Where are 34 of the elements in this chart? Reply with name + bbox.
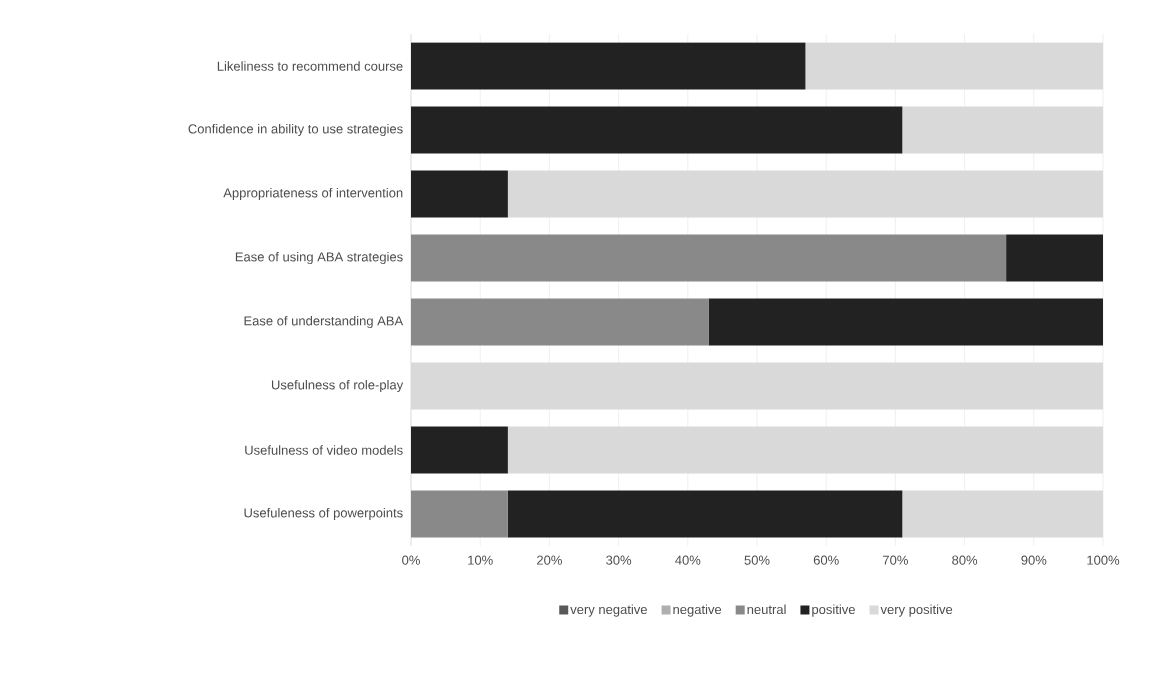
- y-tick-label: Ease of using ABA strategies: [235, 251, 403, 265]
- x-tick-label: 0%: [402, 555, 420, 565]
- bar: [507, 490, 903, 538]
- legend-label: neutral: [747, 604, 786, 615]
- bar: [411, 298, 709, 346]
- y-tick-label: Usefulness of role-play: [271, 379, 404, 393]
- y-tick-label: Appropriateness of intervention: [223, 187, 403, 201]
- bar: [411, 490, 508, 538]
- y-tick-label: Usefulness of video models: [245, 445, 403, 455]
- x-tick-label: 30%: [606, 555, 632, 565]
- bar: [411, 42, 806, 90]
- x-tick-label: 20%: [537, 555, 562, 565]
- x-tick-label: 70%: [883, 555, 908, 565]
- bar: [411, 170, 508, 218]
- bar: [411, 234, 1007, 282]
- bar: [708, 298, 1103, 346]
- legend-label: positive: [812, 604, 855, 617]
- x-tick-label: 50%: [744, 555, 770, 565]
- x-tick-label: 100%: [1087, 555, 1120, 565]
- y-tick-label: Ease of understanding ABA: [244, 315, 404, 329]
- y-tick-label: Likeliness to recommend course: [217, 61, 403, 71]
- bar: [411, 426, 508, 474]
- x-tick-label: 10%: [468, 555, 493, 565]
- x-tick-label: 60%: [813, 555, 839, 565]
- bar: [1006, 234, 1103, 282]
- x-tick-label: 80%: [952, 555, 978, 565]
- legend-label: negative: [673, 604, 722, 617]
- y-tick-label: Usefuleness of powerpoints: [244, 507, 403, 521]
- legend-label: very positive: [880, 604, 953, 617]
- y-tick-label: Confidence in ability to use strategies: [188, 123, 403, 137]
- x-tick-label: 90%: [1021, 555, 1047, 565]
- legend-label: very negative: [570, 604, 647, 617]
- bar: [411, 106, 903, 154]
- x-tick-label: 40%: [675, 555, 701, 565]
